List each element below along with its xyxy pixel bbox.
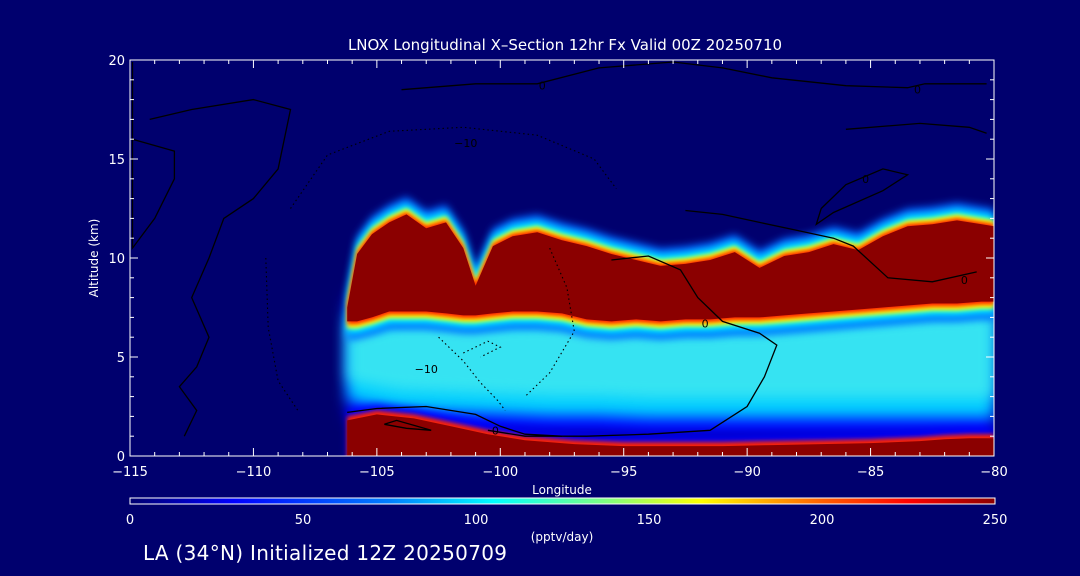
y-tick-label-0: 0 [117, 450, 125, 465]
x-axis-label: Longitude [532, 483, 592, 497]
contour-label-6: −10 [454, 137, 477, 150]
colorbar-tick-label-1: 50 [295, 513, 312, 528]
x-tick-label-2: −105 [359, 465, 395, 480]
contour-zero-right [685, 209, 977, 283]
contour-zero-top-right [845, 122, 987, 134]
init-caption: LA (34°N) Initialized 12Z 20250709 [143, 541, 508, 565]
y-tick-label-3: 15 [108, 153, 125, 168]
x-tick-label-5: −90 [733, 465, 760, 480]
y-tick-label-1: 5 [117, 351, 125, 366]
y-tick-label-4: 20 [108, 54, 125, 69]
contour-zero-low-loop [384, 419, 432, 431]
mid-layer-core [347, 313, 994, 399]
contour-label-0: 0 [539, 80, 546, 93]
contour-zero-top [401, 61, 987, 91]
x-tick-label-3: −100 [482, 465, 518, 480]
contour-label-4: 0 [702, 317, 709, 330]
contour-neg10-center [438, 336, 506, 411]
colorbar-tick-label-3: 150 [637, 513, 662, 528]
contour-neg10-loop [463, 340, 502, 358]
contour-label-1: 0 [914, 84, 921, 97]
x-tick-label-4: −95 [610, 465, 637, 480]
colorbar-tick-label-0: 0 [126, 513, 134, 528]
x-tick-label-6: −85 [857, 465, 884, 480]
y-tick-label-2: 10 [108, 252, 125, 267]
contour-zero-west-2 [149, 98, 292, 437]
y-axis-label: Altitude (km) [87, 219, 101, 298]
x-tick-label-1: −110 [236, 465, 272, 480]
contour-zero-mid [487, 255, 778, 437]
x-tick-label-0: −115 [112, 465, 148, 480]
colorbar-tick-label-2: 100 [464, 513, 489, 528]
colorbar-tick-label-4: 200 [810, 513, 835, 528]
colorbar-tick-label-5: 250 [983, 513, 1008, 528]
contour-zero-loop [815, 168, 910, 226]
contour-zero-west [131, 62, 176, 251]
low-layer-core [347, 414, 994, 456]
contour-label-2: 0 [862, 173, 869, 186]
contour-label-3: 0 [961, 274, 968, 287]
upper-layer-core [347, 214, 994, 322]
colorbar [129, 497, 996, 505]
chart-title: LNOX Longitudinal X–Section 12hr Fx Vali… [348, 36, 782, 54]
colorbar-label: (pptv/day) [531, 530, 594, 544]
contour-label-5: 0 [492, 424, 499, 437]
x-tick-label-7: −80 [980, 465, 1007, 480]
contour-label-7: −10 [415, 363, 438, 376]
contour-zero-low [347, 405, 563, 437]
